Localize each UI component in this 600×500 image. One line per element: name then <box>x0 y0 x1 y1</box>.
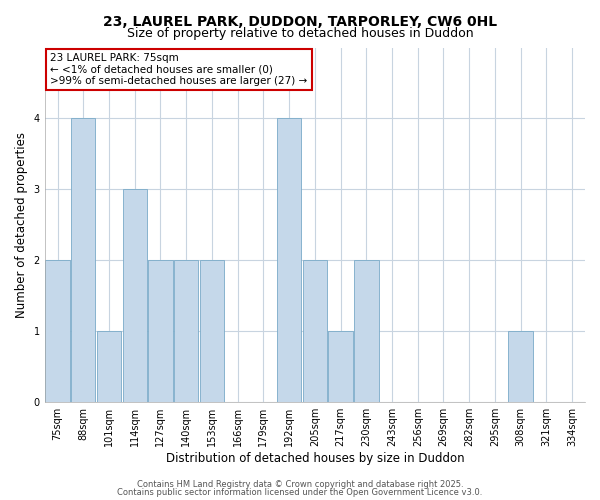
Bar <box>148 260 173 402</box>
Bar <box>97 332 121 402</box>
Y-axis label: Number of detached properties: Number of detached properties <box>15 132 28 318</box>
Bar <box>174 260 199 402</box>
Text: Size of property relative to detached houses in Duddon: Size of property relative to detached ho… <box>127 28 473 40</box>
Text: 23, LAUREL PARK, DUDDON, TARPORLEY, CW6 0HL: 23, LAUREL PARK, DUDDON, TARPORLEY, CW6 … <box>103 15 497 29</box>
Bar <box>328 332 353 402</box>
Text: 23 LAUREL PARK: 75sqm
← <1% of detached houses are smaller (0)
>99% of semi-deta: 23 LAUREL PARK: 75sqm ← <1% of detached … <box>50 53 307 86</box>
X-axis label: Distribution of detached houses by size in Duddon: Distribution of detached houses by size … <box>166 452 464 465</box>
Bar <box>302 260 327 402</box>
Bar <box>508 332 533 402</box>
Text: Contains HM Land Registry data © Crown copyright and database right 2025.: Contains HM Land Registry data © Crown c… <box>137 480 463 489</box>
Bar <box>71 118 95 402</box>
Bar <box>46 260 70 402</box>
Bar <box>122 190 147 402</box>
Bar <box>200 260 224 402</box>
Bar <box>354 260 379 402</box>
Text: Contains public sector information licensed under the Open Government Licence v3: Contains public sector information licen… <box>118 488 482 497</box>
Bar <box>277 118 301 402</box>
